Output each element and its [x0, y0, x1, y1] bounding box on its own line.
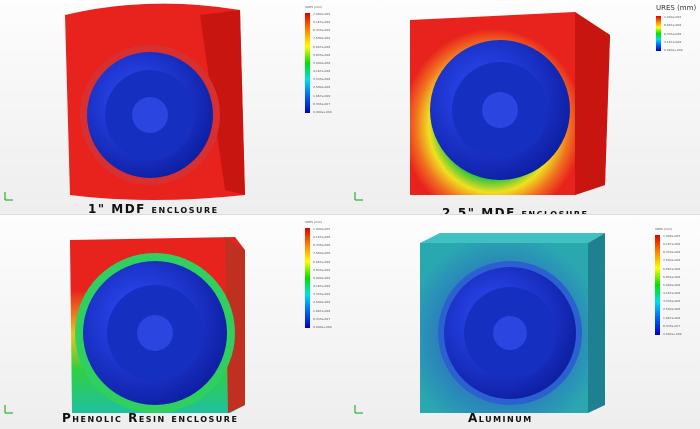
color-legend: URES (mm) 1.000e-005 9.167e-006 8.333e-006… — [655, 227, 695, 342]
enclosure-top — [420, 233, 605, 243]
legend-value: 1.000e-005 — [664, 15, 682, 19]
divider — [0, 214, 700, 215]
legend-value: 6.667e-006 — [663, 266, 681, 271]
axis-triad-icon — [4, 192, 13, 201]
legend-value: 8.333e-007 — [313, 316, 331, 321]
legend-value: 2.500e-006 — [663, 307, 681, 312]
panel-1in-mdf: URES (mm) 1.000e-005 9.167e-006 8.333e-006… — [0, 0, 350, 216]
legend-value: 1.000e-005 — [313, 12, 331, 16]
legend-value: 7.500e-006 — [663, 258, 681, 263]
legend-value: 0.000e+000 — [664, 48, 683, 52]
legend-value: 8.333e-007 — [663, 323, 681, 328]
axis-triad-icon — [4, 405, 13, 414]
legend-value: 1.667e-006 — [313, 93, 331, 98]
simulation-render — [4, 237, 245, 414]
simulation-render — [354, 233, 605, 414]
caption: Aluminum — [468, 411, 533, 425]
legend-value: 6.667e-006 — [313, 44, 331, 49]
legend-value: 3.333e-006 — [663, 299, 681, 304]
legend-value: 7.500e-006 — [313, 36, 331, 41]
legend-title: URES (mm) — [305, 5, 323, 9]
caption: 1" MDF enclosure — [88, 202, 219, 216]
legend-value: 9.167e-006 — [313, 235, 331, 240]
legend-value: 8.667e-006 — [664, 23, 682, 28]
legend-value: 8.333e-006 — [313, 243, 331, 248]
legend-title: URES (mm) — [656, 4, 697, 12]
legend-title: URES (mm) — [655, 227, 673, 231]
legend-title: URES (mm) — [305, 220, 323, 224]
panel-phenolic-resin: URES (mm) 1.000e-005 9.167e-006 8.333e-006… — [0, 215, 350, 429]
legend-value: 1.667e-006 — [663, 315, 681, 320]
legend-value: 6.667e-006 — [313, 259, 331, 264]
panel-2-5in-mdf: URES (mm) 1.000e-005 8.667e-006 6.333e-006… — [350, 0, 700, 220]
legend-value: 5.000e-006 — [663, 282, 681, 287]
legend-value: 2.500e-006 — [313, 300, 331, 305]
legend-value: 5.000e-006 — [313, 275, 331, 280]
legend-value: 1.667e-006 — [313, 308, 331, 313]
legend-value: 9.167e-006 — [663, 242, 681, 247]
legend-value: 2.500e-006 — [313, 85, 331, 90]
caption: Phenolic Resin enclosure — [62, 411, 239, 425]
legend-value: 0.000e+000 — [313, 324, 332, 329]
legend-value: 6.333e-006 — [664, 31, 682, 36]
color-legend: URES (mm) 1.000e-005 9.167e-006 8.333e-006… — [305, 5, 345, 120]
legend-value: 1.000e-005 — [663, 234, 681, 238]
axis-triad-icon — [354, 192, 363, 201]
legend-value: 3.333e-006 — [313, 77, 331, 82]
legend-value: 7.500e-006 — [313, 251, 331, 256]
legend-value: 4.167e-006 — [313, 69, 331, 74]
simulation-render — [354, 12, 610, 201]
legend-value: 1.000e-005 — [313, 227, 331, 231]
legend-value: 5.833e-006 — [663, 274, 681, 279]
legend-value: 5.000e-006 — [313, 60, 331, 65]
axis-triad-icon — [354, 405, 363, 414]
legend-value: 8.333e-007 — [313, 101, 331, 106]
legend-value: 9.167e-006 — [313, 20, 331, 25]
panel-aluminum: URES (mm) 1.000e-005 9.167e-006 8.333e-006… — [350, 215, 700, 429]
legend-value: 3.167e-006 — [664, 39, 682, 44]
legend-value: 0.000e+000 — [663, 331, 682, 336]
color-legend: URES (mm) 1.000e-005 8.667e-006 6.333e-006… — [656, 4, 696, 56]
legend-value: 4.167e-006 — [663, 291, 681, 296]
color-legend: URES (mm) 1.000e-005 9.167e-006 8.333e-006… — [305, 220, 345, 335]
legend-value: 5.833e-006 — [313, 267, 331, 272]
legend-value: 8.333e-006 — [663, 250, 681, 255]
legend-value: 3.333e-006 — [313, 292, 331, 297]
legend-value: 5.833e-006 — [313, 52, 331, 57]
legend-value: 4.167e-006 — [313, 284, 331, 289]
legend-value: 0.000e+000 — [313, 109, 332, 114]
simulation-render — [4, 3, 245, 201]
legend-value: 8.333e-006 — [313, 28, 331, 33]
